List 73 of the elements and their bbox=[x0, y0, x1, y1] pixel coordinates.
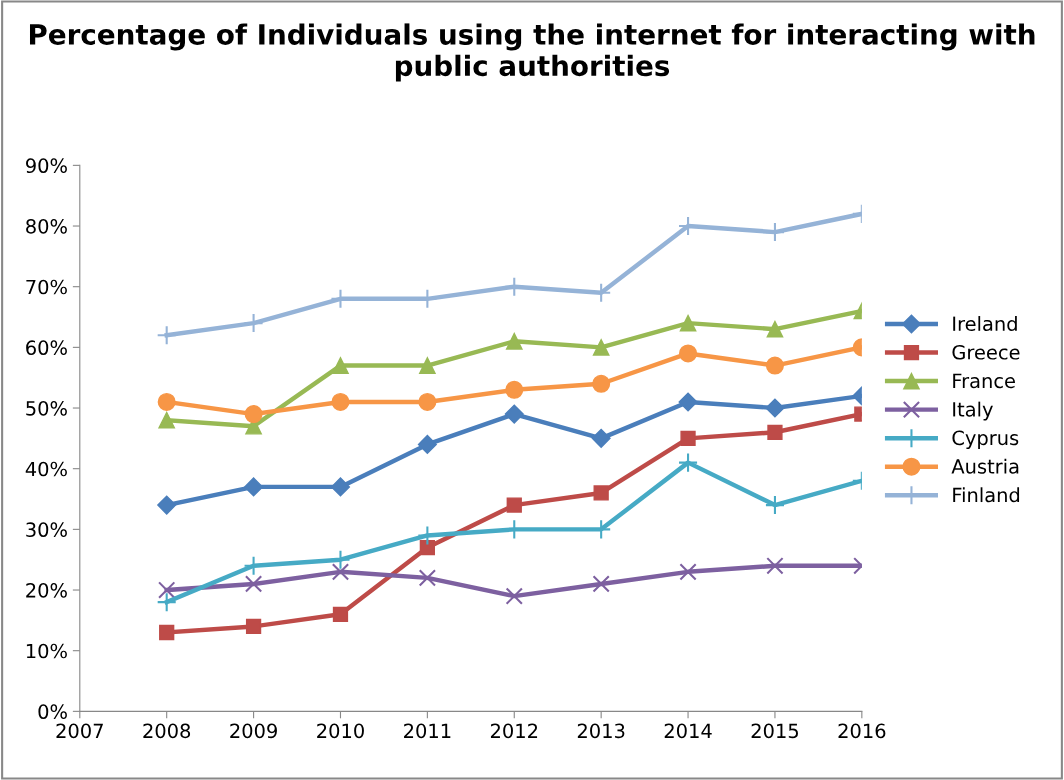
point bbox=[418, 392, 437, 411]
point bbox=[678, 392, 698, 412]
point bbox=[766, 320, 784, 338]
point bbox=[244, 405, 263, 424]
point bbox=[505, 380, 524, 399]
x-tick-label: 2007 bbox=[56, 723, 103, 739]
legend-label: Italy bbox=[953, 401, 993, 421]
point bbox=[679, 314, 697, 332]
point bbox=[592, 339, 610, 356]
point bbox=[157, 392, 176, 411]
point bbox=[158, 411, 176, 429]
x-tick-label: 2010 bbox=[317, 723, 364, 739]
point bbox=[592, 575, 610, 593]
point bbox=[505, 587, 523, 605]
y-tick-label: 90% bbox=[26, 158, 67, 174]
point bbox=[593, 485, 609, 501]
y-tick-label: 10% bbox=[26, 643, 67, 659]
point bbox=[765, 398, 785, 418]
legend-label: Austria bbox=[951, 458, 1019, 474]
legend-label: Finland bbox=[953, 487, 1020, 503]
point bbox=[243, 313, 264, 334]
point bbox=[156, 592, 177, 613]
point bbox=[418, 569, 437, 587]
y-tick-label: 60% bbox=[26, 340, 67, 356]
y-tick-label: 0% bbox=[38, 704, 67, 720]
point bbox=[417, 434, 437, 454]
point bbox=[158, 581, 176, 599]
x-tick-label: 2011 bbox=[404, 723, 451, 739]
y-tick-label: 30% bbox=[26, 522, 67, 538]
point bbox=[332, 357, 349, 374]
point bbox=[157, 495, 177, 515]
point bbox=[592, 374, 611, 393]
y-tick-label: 20% bbox=[26, 582, 67, 598]
point bbox=[764, 222, 786, 243]
point bbox=[332, 606, 349, 622]
x-tick-label: 2013 bbox=[577, 723, 625, 739]
point bbox=[677, 452, 699, 473]
legend-label: Greece bbox=[952, 344, 1020, 360]
point bbox=[591, 428, 611, 448]
x-tick-label: 2016 bbox=[838, 723, 886, 739]
point bbox=[505, 332, 523, 350]
point bbox=[156, 325, 177, 346]
y-tick-label: 40% bbox=[25, 461, 67, 477]
point bbox=[679, 563, 697, 581]
legend-label: France bbox=[953, 373, 1015, 389]
point bbox=[764, 495, 786, 516]
y-tick-label: 50% bbox=[26, 400, 67, 416]
x-tick-label: 2008 bbox=[143, 723, 191, 739]
chart-title: Percentage of Individuals using the internet for interacting with public authorities bbox=[29, 23, 1035, 82]
point bbox=[679, 344, 698, 363]
y-tick-label: 70% bbox=[26, 279, 67, 295]
y-tick-label: 80% bbox=[26, 218, 67, 234]
point bbox=[680, 430, 696, 446]
x-tick-label: 2014 bbox=[664, 723, 712, 739]
point bbox=[331, 392, 350, 411]
point bbox=[419, 357, 436, 374]
x-tick-label: 2012 bbox=[490, 723, 538, 739]
legend-label: Cyprus bbox=[952, 430, 1019, 450]
x-tick-label: 2015 bbox=[751, 723, 798, 739]
point bbox=[506, 497, 522, 513]
point bbox=[244, 477, 264, 497]
point bbox=[765, 356, 784, 375]
legend-label: Ireland bbox=[953, 316, 1017, 332]
point bbox=[767, 424, 783, 440]
point bbox=[245, 618, 262, 635]
point bbox=[331, 563, 350, 581]
point bbox=[504, 404, 524, 424]
point bbox=[244, 575, 263, 593]
point bbox=[330, 477, 351, 497]
point bbox=[419, 539, 436, 556]
x-tick-label: 2009 bbox=[230, 723, 277, 739]
point bbox=[766, 557, 784, 575]
point bbox=[159, 624, 175, 641]
